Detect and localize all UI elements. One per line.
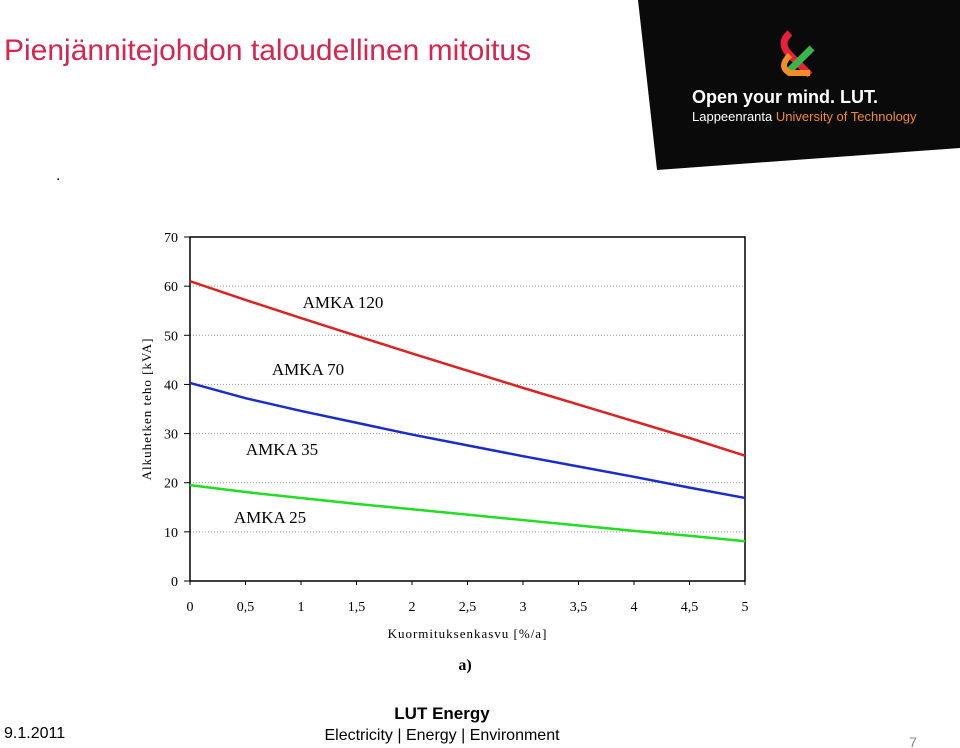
annotation: AMKA 35 xyxy=(246,440,318,459)
chart: 0 10 20 30 40 50 60 70 0 0,5 1 1,5 2 2,5 3 3,5 4 4,5 5 Kuor… xyxy=(139,231,749,641)
logo-tagline: Open your mind. LUT. xyxy=(692,87,878,107)
dot: . xyxy=(56,167,60,184)
x-tick-label: 5 xyxy=(742,600,749,615)
x-tick-label: 4,5 xyxy=(681,600,699,615)
y-tick-label: 70 xyxy=(164,231,178,246)
x-axis-label: Kuormituksenkasvu [%/a] xyxy=(388,626,548,641)
x-tick-label: 2 xyxy=(409,600,416,615)
logo-university-name: University of Technology xyxy=(776,109,917,124)
x-tick-label: 2,5 xyxy=(459,600,477,615)
annotation: AMKA 120 xyxy=(303,293,384,312)
annotation: AMKA 25 xyxy=(234,508,306,527)
logo-university: Lappeenranta University of Technology xyxy=(692,109,917,124)
x-tick-label: 0 xyxy=(187,600,194,615)
y-tick-label: 40 xyxy=(164,378,178,393)
x-tick-label: 3,5 xyxy=(570,600,588,615)
y-tick-label: 50 xyxy=(164,329,178,344)
plot-frame xyxy=(189,236,746,582)
data-line xyxy=(189,280,746,457)
footer-date: 9.1.2011 xyxy=(4,725,65,742)
data-line xyxy=(189,483,746,543)
x-tick-label: 0,5 xyxy=(237,600,255,615)
footer-page: 7 xyxy=(909,734,917,748)
x-tick-label: 3 xyxy=(520,600,527,615)
data-line xyxy=(189,381,746,500)
y-tick-label: 0 xyxy=(171,575,178,590)
logo-place: Lappeenranta xyxy=(692,109,773,124)
y-tick-label: 10 xyxy=(164,526,178,541)
y-tick-label: 20 xyxy=(164,477,178,492)
y-axis-label: Alkuhetken teho [kVA] xyxy=(139,338,154,481)
footer-unit: LUT Energy xyxy=(394,704,490,723)
y-tick-label: 60 xyxy=(164,280,178,295)
y-tick-label: 30 xyxy=(164,428,178,443)
x-tick-label: 1 xyxy=(298,600,305,615)
logo-icon xyxy=(780,30,815,78)
x-tick-label: 1,5 xyxy=(348,600,366,615)
panel-label: a) xyxy=(458,657,471,674)
slide-title: Pienjännitejohdon taloudellinen mitoitus xyxy=(4,34,531,67)
footer-motto: Electricity | Energy | Environment xyxy=(324,727,560,744)
x-tick-label: 4 xyxy=(631,600,638,615)
annotation: AMKA 70 xyxy=(272,360,344,379)
logo-panel xyxy=(638,0,960,170)
